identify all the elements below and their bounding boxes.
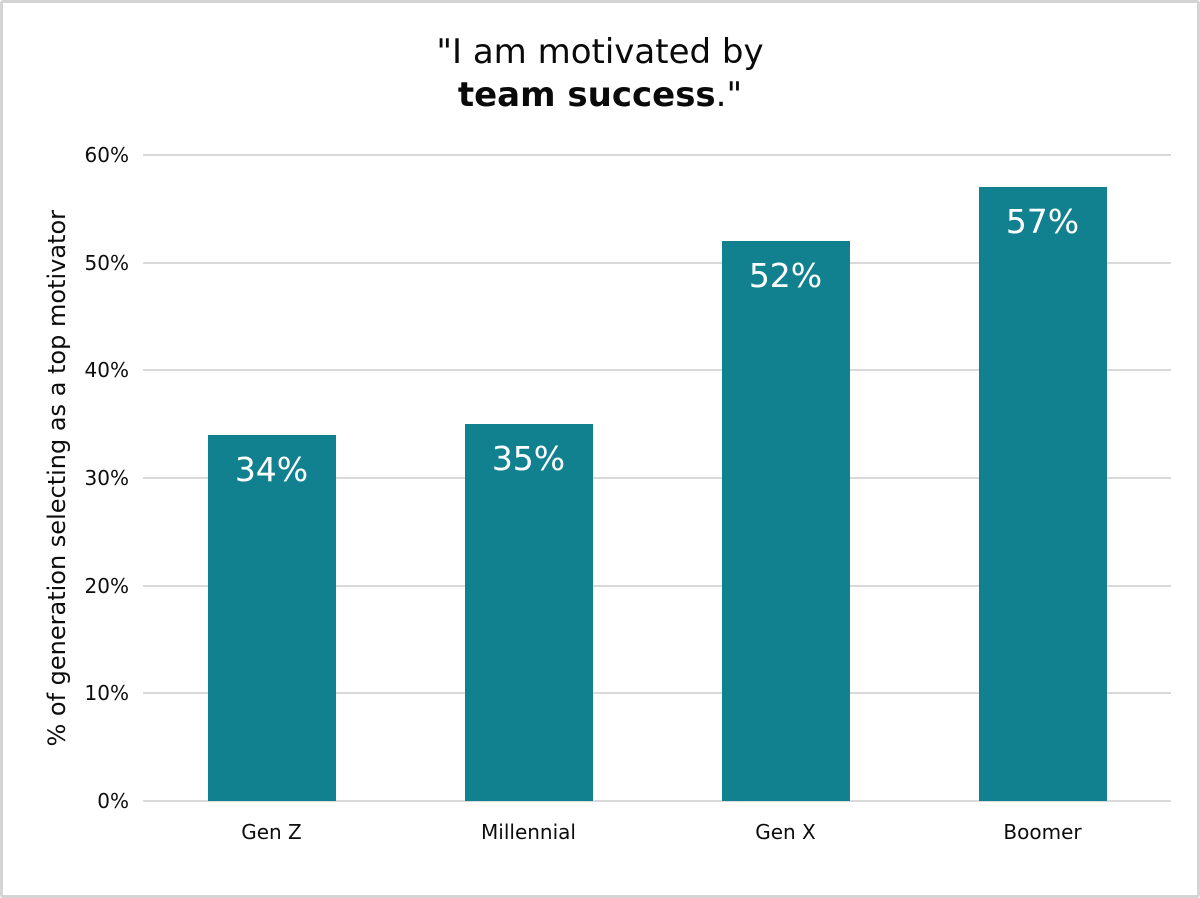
plot-area: 34% 35% 52% 57%	[143, 154, 1171, 802]
gridline	[143, 477, 1171, 479]
bar-slot-gen-z: 34%	[143, 155, 400, 801]
x-axis-category-labels: Gen Z Millennial Gen X Boomer	[143, 820, 1171, 844]
bar-boomer: 57%	[978, 187, 1107, 801]
bar-value-label: 57%	[1005, 202, 1080, 242]
bar-gen-z: 34%	[207, 434, 336, 801]
bar-slot-gen-x: 52%	[657, 155, 914, 801]
x-category-label-millennial: Millennial	[481, 820, 576, 844]
y-tick-label: 60%	[84, 143, 129, 167]
chart-title-line-2: team success."	[3, 74, 1197, 117]
y-axis-tick-labels: 0% 10% 20% 30% 40% 50% 60%	[3, 145, 129, 811]
gridline	[143, 800, 1171, 802]
bar-value-label: 34%	[234, 449, 309, 489]
chart-title-suffix: ."	[715, 75, 743, 115]
gridline	[143, 584, 1171, 587]
bar-gen-x: 52%	[721, 241, 850, 801]
bar-slot-boomer: 57%	[914, 155, 1171, 801]
y-tick-label: 40%	[84, 358, 129, 383]
gridline	[143, 369, 1171, 372]
x-category-label-gen-z: Gen Z	[241, 820, 302, 844]
x-category-label-gen-x: Gen X	[755, 820, 816, 844]
y-tick-label: 50%	[84, 250, 129, 275]
gridline	[143, 692, 1171, 695]
gridline	[143, 154, 1171, 156]
bar-millennial: 35%	[464, 424, 593, 801]
gridline	[143, 261, 1171, 264]
y-tick-label: 0%	[97, 789, 129, 813]
chart-title-bold-phrase: team success	[457, 75, 716, 115]
y-tick-label: 10%	[84, 681, 129, 706]
bar-value-label: 35%	[491, 439, 566, 479]
x-category-label-boomer: Boomer	[1003, 820, 1082, 844]
y-tick-label: 20%	[84, 573, 129, 598]
bar-value-label: 52%	[748, 256, 823, 296]
chart-title-line-1: "I am motivated by	[3, 31, 1197, 74]
bars-layer: 34% 35% 52% 57%	[143, 155, 1171, 801]
bar-slot-millennial: 35%	[400, 155, 657, 801]
chart-title-line-1-text: "I am motivated by	[436, 32, 764, 72]
y-tick-label: 30%	[84, 466, 129, 490]
chart-title: "I am motivated by team success."	[3, 31, 1197, 117]
